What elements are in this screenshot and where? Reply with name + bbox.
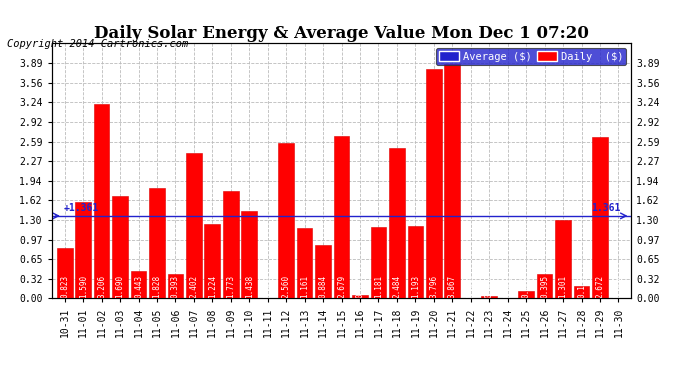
Bar (130, 272, 146, 298)
Text: 2.484: 2.484 (393, 274, 402, 297)
Text: 0.007: 0.007 (614, 274, 623, 297)
Title: Daily Solar Energy & Average Value Mon Dec 1 07:20: Daily Solar Energy & Average Value Mon D… (94, 25, 589, 42)
Text: 0.443: 0.443 (134, 274, 143, 297)
Text: 3.867: 3.867 (448, 274, 457, 297)
Text: Copyright 2014 Cartronics.com: Copyright 2014 Cartronics.com (7, 39, 188, 50)
Bar (204, 224, 220, 298)
Text: 2.402: 2.402 (189, 274, 199, 297)
Bar (482, 297, 497, 298)
Bar (223, 191, 239, 298)
Text: 1.690: 1.690 (115, 274, 125, 297)
Bar (112, 196, 128, 298)
Text: 2.679: 2.679 (337, 274, 346, 297)
Text: 0.027: 0.027 (484, 274, 494, 297)
Bar (352, 295, 368, 298)
Bar (186, 153, 201, 298)
Bar (168, 274, 184, 298)
Text: 1.361: 1.361 (591, 204, 620, 213)
Text: 1.193: 1.193 (411, 274, 420, 297)
Bar (315, 245, 331, 298)
Text: 0.395: 0.395 (540, 274, 549, 297)
Text: 0.823: 0.823 (60, 274, 69, 297)
Text: 1.773: 1.773 (226, 274, 235, 297)
Bar (537, 274, 553, 298)
Bar (592, 136, 608, 298)
Text: 0.122: 0.122 (522, 274, 531, 297)
Bar (94, 104, 110, 298)
Text: 0.884: 0.884 (319, 274, 328, 297)
Text: 3.206: 3.206 (97, 274, 106, 297)
Bar (278, 143, 294, 298)
Bar (241, 211, 257, 298)
Text: +1.361: +1.361 (63, 204, 99, 213)
Text: 1.161: 1.161 (300, 274, 309, 297)
Bar (75, 202, 91, 298)
Text: 1.828: 1.828 (152, 274, 161, 297)
Bar (518, 291, 534, 298)
Text: 1.224: 1.224 (208, 274, 217, 297)
Bar (334, 136, 349, 298)
Bar (555, 219, 571, 298)
Bar (408, 226, 423, 298)
Text: 1.590: 1.590 (79, 274, 88, 297)
Text: 2.560: 2.560 (282, 274, 290, 297)
Text: 1.181: 1.181 (374, 274, 383, 297)
Text: 3.796: 3.796 (429, 274, 438, 297)
Bar (426, 69, 442, 298)
Text: 0.000: 0.000 (263, 274, 273, 297)
Text: 0.198: 0.198 (577, 274, 586, 297)
Text: 0.000: 0.000 (466, 274, 475, 297)
Legend: Average ($), Daily  ($): Average ($), Daily ($) (435, 48, 626, 65)
Text: 0.393: 0.393 (171, 274, 180, 297)
Text: 1.301: 1.301 (558, 274, 568, 297)
Text: 2.672: 2.672 (595, 274, 604, 297)
Text: 1.438: 1.438 (245, 274, 254, 297)
Bar (297, 228, 313, 298)
Bar (149, 188, 165, 298)
Bar (444, 64, 460, 298)
Text: 0.000: 0.000 (503, 274, 512, 297)
Text: 0.055: 0.055 (355, 274, 364, 297)
Bar (57, 248, 72, 298)
Bar (573, 286, 589, 298)
Bar (389, 148, 405, 298)
Bar (371, 227, 386, 298)
